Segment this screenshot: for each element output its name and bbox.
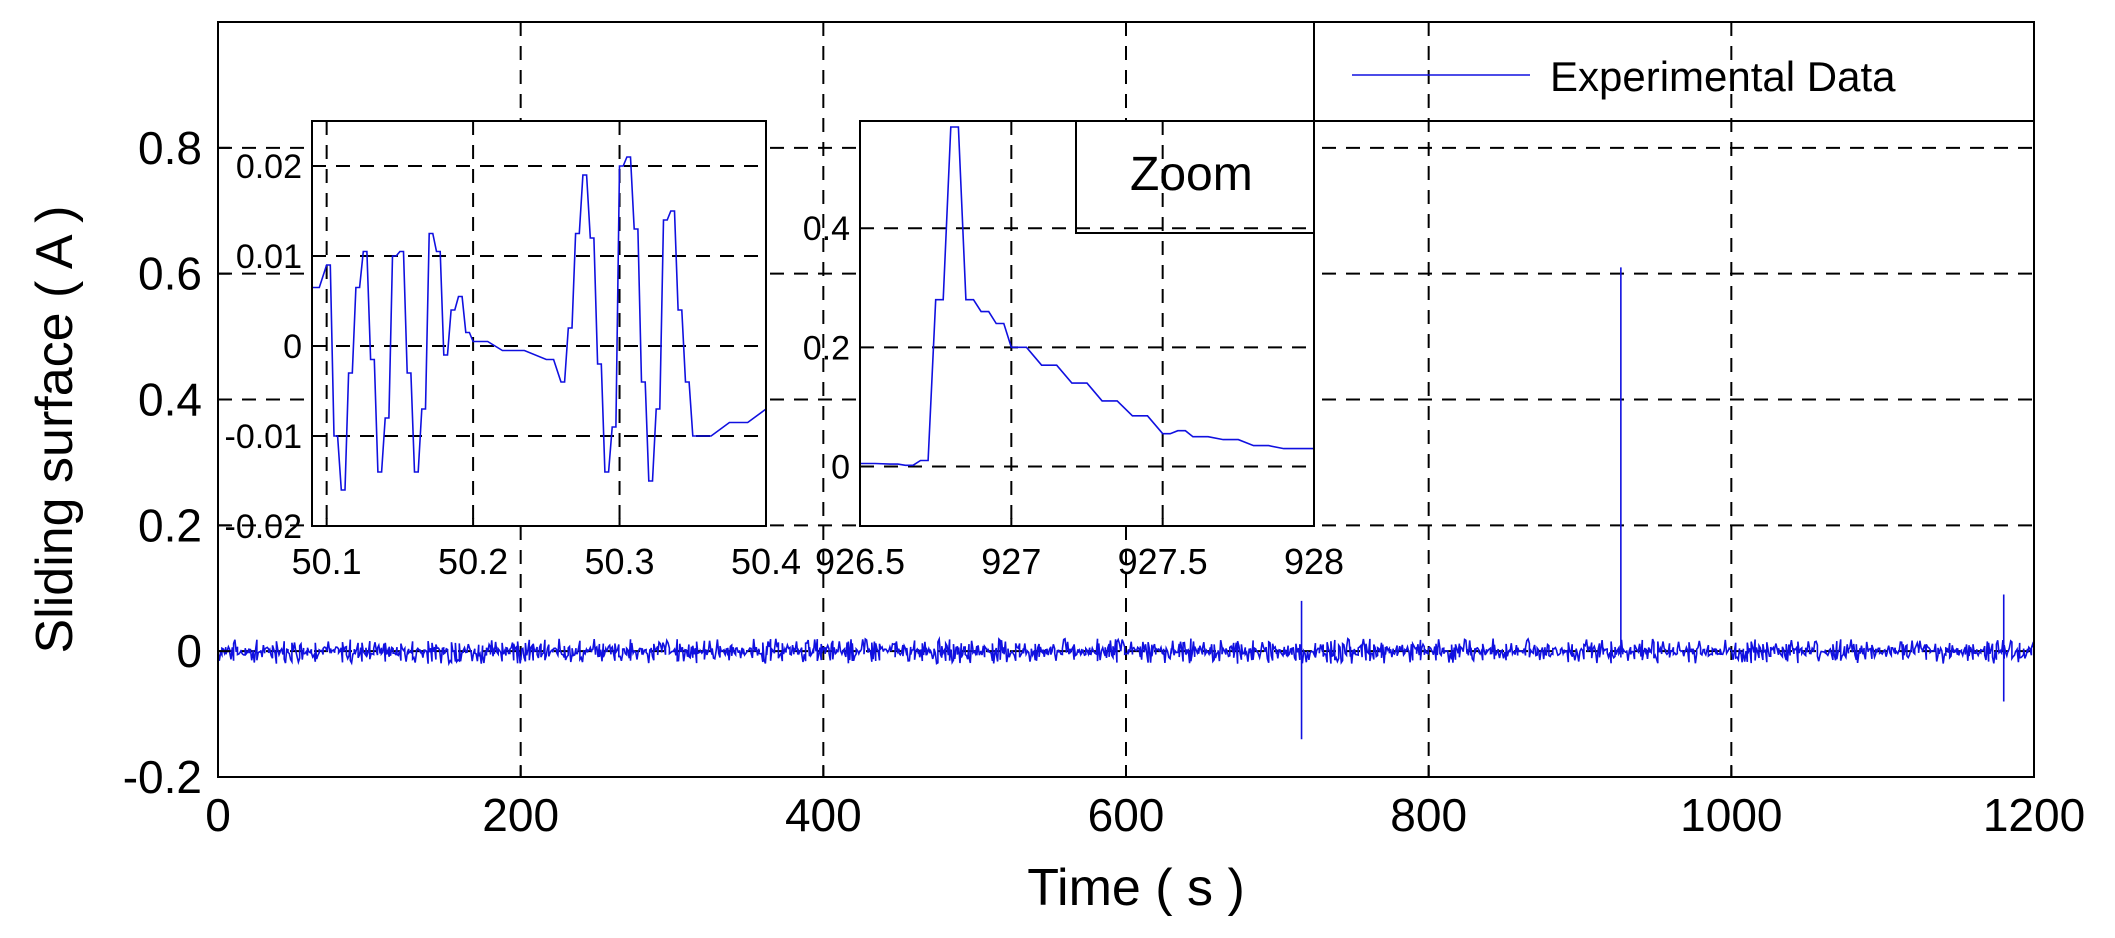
main-ticks: 0 200 400 600 800 1000 1200-0.200.20.40.60.8	[123, 122, 2085, 841]
zoom-legend-entry: Zoom	[1130, 148, 1253, 201]
x-axis-label: Time ( s )	[1027, 859, 1245, 917]
main-x-tick-label: 1000	[1680, 789, 1782, 841]
main-y-tick-label: 0	[176, 625, 202, 677]
zoom-legend-box	[1075, 120, 1315, 234]
inset2-background	[860, 121, 1314, 526]
inset1-y-tick-label: -0.02	[225, 508, 303, 546]
main-x-tick-label: 800	[1390, 789, 1467, 841]
inset1-series-line	[312, 156, 767, 491]
inset2-x-tick-label: 928	[1284, 541, 1344, 582]
inset2-legend: Zoom	[1075, 120, 1315, 234]
inset2-x-tick-label: 926.5	[815, 541, 905, 582]
main-x-tick-label: 400	[785, 789, 862, 841]
inset1-x-tick-label: 50.4	[731, 541, 801, 582]
inset1-y-tick-label: 0.02	[236, 148, 302, 186]
main-series-line	[217, 267, 2035, 740]
inset2-x-tick-label: 927.5	[1118, 541, 1208, 582]
legend: Experimental Data	[1313, 21, 2035, 122]
inset-plot-1: 50.1 50.2 50.3 50.4 -0.02 -0.01 0 0.01 0.02	[225, 120, 802, 582]
main-y-tick-label: 0.4	[138, 374, 202, 426]
legend-entry: Experimental Data	[1550, 53, 1896, 100]
main-y-tick-label: 0.8	[138, 122, 202, 174]
inset1-y-tick-label: -0.01	[225, 418, 303, 456]
inset1-y-tick-label: 0	[283, 328, 302, 366]
inset1-ticks: 50.1 50.2 50.3 50.4 -0.02 -0.01 0 0.01 0.02	[225, 148, 802, 582]
legend-box	[1313, 21, 2035, 122]
inset1-y-tick-label: 0.01	[236, 238, 302, 276]
inset1-frame	[311, 120, 767, 527]
inset1-x-tick-label: 50.3	[585, 541, 655, 582]
inset2-x-tick-label: 927	[981, 541, 1041, 582]
y-axis-label: Sliding surface ( A )	[26, 206, 84, 654]
main-y-tick-label: -0.2	[123, 751, 202, 803]
main-x-tick-label: 200	[482, 789, 559, 841]
main-x-tick-label: 600	[1088, 789, 1165, 841]
inset1-x-tick-label: 50.1	[292, 541, 362, 582]
inset-plot-2: 926.5 927 927.5 928 0 0.2 0.4 Zoom	[803, 120, 1344, 582]
inset2-y-tick-label: 0.4	[803, 210, 850, 248]
inset1-background	[312, 121, 766, 526]
main-y-tick-label: 0.2	[138, 499, 202, 551]
main-x-tick-label: 1200	[1983, 789, 2085, 841]
inset2-series-line	[860, 126, 1314, 467]
inset1-x-tick-label: 50.2	[438, 541, 508, 582]
main-plot: 0 200 400 600 800 1000 1200-0.200.20.40.60.8 T…	[26, 21, 2085, 917]
main-y-tick-label: 0.6	[138, 248, 202, 300]
inset2-y-tick-label: 0	[831, 448, 850, 486]
inset2-grid	[860, 121, 1314, 526]
main-x-tick-label: 0	[205, 789, 231, 841]
inset2-ticks: 926.5 927 927.5 928 0 0.2 0.4	[803, 210, 1344, 582]
inset2-y-tick-label: 0.2	[803, 329, 850, 367]
